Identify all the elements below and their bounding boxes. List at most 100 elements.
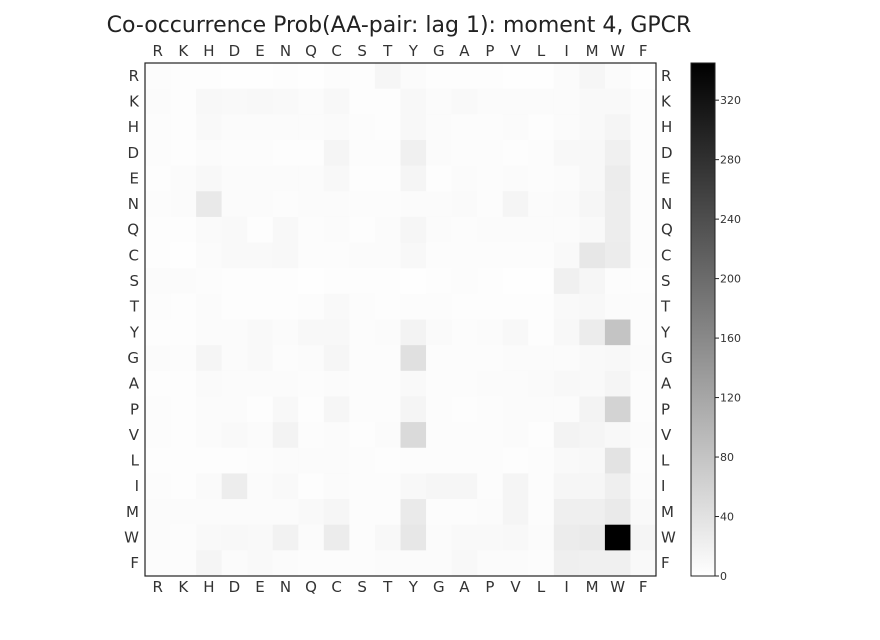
heatmap-cell: [400, 422, 427, 449]
right-tick-label: R: [661, 67, 671, 85]
colorbar-tick-label: 120: [720, 392, 741, 405]
heatmap-cell: [426, 139, 452, 166]
colorbar-tick-label: 40: [720, 511, 734, 524]
heatmap-cell: [553, 293, 580, 320]
heatmap-cell: [170, 63, 197, 90]
heatmap-cell: [221, 550, 248, 577]
heatmap-cell: [272, 319, 299, 346]
heatmap-cell: [451, 165, 478, 192]
heatmap-cell: [247, 524, 274, 551]
left-tick-label: D: [127, 144, 139, 162]
heatmap-cell: [298, 242, 325, 269]
heatmap-cell: [196, 165, 223, 192]
top-tick-label: A: [459, 42, 470, 60]
heatmap-cell: [502, 63, 529, 90]
heatmap-cell: [374, 319, 401, 346]
heatmap-cell: [451, 242, 478, 269]
heatmap-cell: [630, 319, 657, 346]
heatmap-cell: [477, 524, 504, 551]
heatmap-cell: [196, 396, 223, 423]
heatmap-cell: [145, 191, 171, 218]
heatmap-cell: [477, 242, 504, 269]
heatmap-cell: [247, 242, 274, 269]
heatmap-cell: [323, 242, 350, 269]
top-tick-label: R: [153, 42, 163, 60]
heatmap-cell: [451, 422, 478, 449]
heatmap-cell: [630, 114, 657, 141]
heatmap-cell: [298, 268, 325, 295]
left-tick-label: P: [130, 400, 139, 418]
heatmap-cell: [426, 345, 452, 372]
heatmap-cell: [553, 370, 580, 397]
heatmap-cell: [298, 88, 325, 115]
heatmap-cell: [477, 216, 504, 243]
top-tick-label: K: [178, 42, 189, 60]
heatmap-cell: [145, 447, 171, 474]
heatmap-cell: [196, 114, 223, 141]
heatmap-cell: [400, 345, 427, 372]
heatmap-cell: [272, 242, 299, 269]
colorbar-tick-label: 200: [720, 273, 741, 286]
left-tick-label: K: [129, 92, 140, 110]
right-tick-label: Y: [660, 323, 671, 341]
right-tick-label: N: [661, 195, 672, 213]
heatmap-cell: [323, 473, 350, 500]
heatmap-cell: [247, 370, 274, 397]
heatmap-cell: [323, 550, 350, 577]
colorbar-tick-label: 240: [720, 213, 741, 226]
heatmap-cell: [426, 216, 452, 243]
heatmap-cell: [323, 293, 350, 320]
heatmap-cell: [145, 165, 171, 192]
bottom-tick-label: W: [610, 578, 625, 596]
heatmap-cell: [630, 550, 657, 577]
right-tick-label: A: [661, 375, 672, 393]
heatmap-cell: [630, 191, 657, 218]
heatmap-cell: [604, 345, 631, 372]
heatmap-cell: [323, 88, 350, 115]
heatmap-cell: [451, 345, 478, 372]
heatmap-cell: [272, 396, 299, 423]
heatmap-cell: [579, 370, 606, 397]
heatmap-cell: [374, 165, 401, 192]
heatmap-cell: [477, 114, 504, 141]
left-tick-label: R: [129, 67, 139, 85]
top-tick-label: F: [639, 42, 648, 60]
heatmap-cell: [221, 139, 248, 166]
heatmap-cell: [145, 139, 171, 166]
heatmap-cell: [247, 499, 274, 526]
heatmap-cell: [196, 191, 223, 218]
top-tick-label: G: [433, 42, 445, 60]
bottom-tick-label: F: [639, 578, 648, 596]
top-tick-label: C: [331, 42, 341, 60]
heatmap-cell: [528, 550, 555, 577]
heatmap-cell: [604, 473, 631, 500]
heatmap-cell: [221, 268, 248, 295]
heatmap-cell: [451, 63, 478, 90]
heatmap-cell: [604, 114, 631, 141]
left-tick-label: A: [129, 375, 140, 393]
heatmap-cell: [221, 396, 248, 423]
colorbar-tick-label: 320: [720, 94, 741, 107]
heatmap-cell: [196, 293, 223, 320]
heatmap-cell: [451, 524, 478, 551]
heatmap-cell: [170, 370, 197, 397]
heatmap-cell: [349, 268, 376, 295]
heatmap-cell: [247, 293, 274, 320]
heatmap-cell: [477, 447, 504, 474]
left-tick-label: E: [130, 169, 139, 187]
heatmap-cell: [196, 370, 223, 397]
top-tick-label: I: [564, 42, 568, 60]
heatmap-cell: [170, 473, 197, 500]
top-tick-label: D: [229, 42, 241, 60]
heatmap-cell: [196, 499, 223, 526]
heatmap-cell: [349, 370, 376, 397]
heatmap-cell: [477, 88, 504, 115]
bottom-tick-label: H: [203, 578, 214, 596]
heatmap-cell: [502, 422, 529, 449]
heatmap-cell: [579, 319, 606, 346]
heatmap-cell: [400, 139, 427, 166]
heatmap-cell: [426, 499, 452, 526]
heatmap-cell: [247, 396, 274, 423]
heatmap-cell: [604, 139, 631, 166]
left-tick-label: C: [129, 246, 139, 264]
